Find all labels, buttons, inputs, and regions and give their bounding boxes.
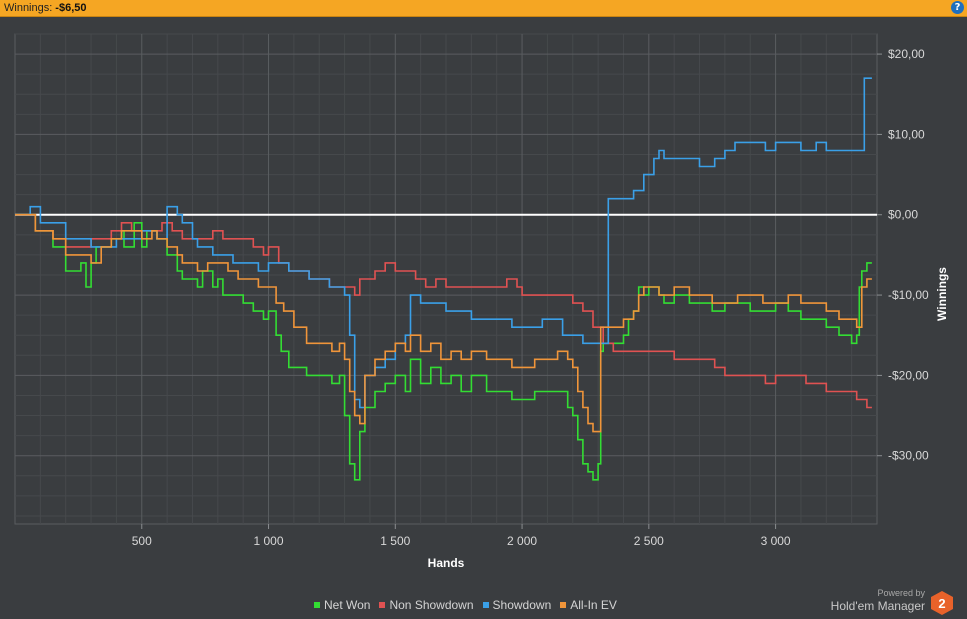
help-icon[interactable]: ? bbox=[951, 1, 964, 14]
legend-swatch bbox=[379, 602, 386, 608]
legend-item[interactable]: Non Showdown bbox=[379, 598, 474, 612]
legend-label: Net Won bbox=[324, 598, 371, 612]
powered-by-block: Powered by Hold'em Manager bbox=[831, 588, 925, 613]
y-tick-label: $10,00 bbox=[888, 127, 925, 141]
series-line-all-in-ev bbox=[15, 213, 872, 433]
series-line-showdown bbox=[15, 77, 872, 409]
y-tick-label: -$30,00 bbox=[888, 449, 929, 463]
x-tick-label: 500 bbox=[132, 534, 152, 548]
y-tick-label: $0,00 bbox=[888, 208, 918, 222]
chart-legend: Net Won Non Showdown Showdown All-In EV bbox=[314, 598, 617, 612]
x-axis-title: Hands bbox=[428, 556, 465, 570]
powered-by-text: Powered by bbox=[877, 588, 925, 598]
legend-label: All-In EV bbox=[570, 598, 617, 612]
hem2-logo: 2 bbox=[931, 591, 953, 615]
hem2-logo-badge: 2 bbox=[938, 596, 945, 611]
x-tick-label: 1 500 bbox=[380, 534, 410, 548]
legend-swatch bbox=[482, 602, 489, 608]
x-tick-label: 1 000 bbox=[254, 534, 284, 548]
series-line-non-showdown bbox=[15, 213, 872, 409]
legend-item[interactable]: All-In EV bbox=[560, 598, 617, 612]
legend-swatch bbox=[314, 602, 320, 608]
x-tick-label: 2 000 bbox=[507, 534, 537, 548]
series-line-net-won bbox=[15, 213, 872, 481]
y-tick-label: -$20,00 bbox=[888, 368, 929, 382]
winnings-chart: 500 1 000 1 500 2 000 2 500 3 000 $20,00 $10,00… bbox=[14, 33, 949, 570]
product-name: Hold'em Manager bbox=[830, 599, 925, 613]
legend-label: Non Showdown bbox=[389, 598, 474, 612]
legend-label: Showdown bbox=[492, 598, 552, 612]
y-tick-label: $20,00 bbox=[888, 47, 925, 61]
winnings-label: Winnings: bbox=[4, 2, 53, 14]
legend-item[interactable]: Showdown bbox=[482, 598, 552, 612]
x-tick-label: 3 000 bbox=[761, 534, 791, 548]
legend-item[interactable]: Net Won bbox=[314, 598, 370, 612]
winnings-header-bar: Winnings: -$6,50 ? bbox=[0, 0, 967, 17]
winnings-value: -$6,50 bbox=[55, 2, 87, 14]
legend-swatch bbox=[560, 602, 567, 608]
x-tick-label: 2 500 bbox=[634, 534, 664, 548]
y-axis-title: Winnings bbox=[935, 267, 949, 321]
y-tick-label: -$10,00 bbox=[888, 288, 929, 302]
